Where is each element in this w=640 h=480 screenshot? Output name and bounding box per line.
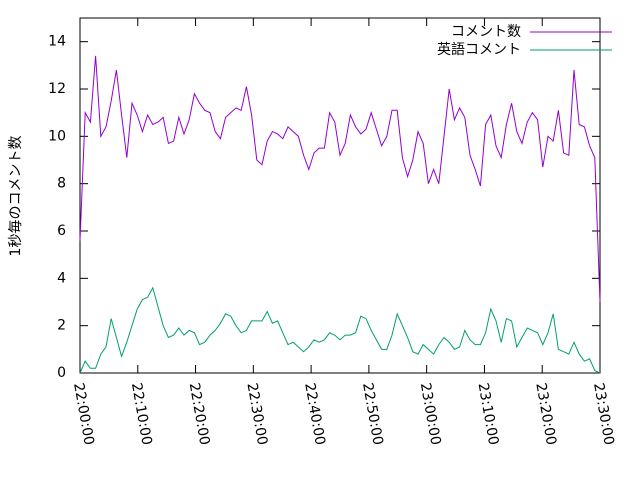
series-line bbox=[79, 286, 601, 374]
x-tick-label: 22:10:00 bbox=[128, 382, 155, 447]
y-tick-label: 2 bbox=[57, 318, 66, 334]
x-tick-label: 22:30:00 bbox=[243, 382, 270, 447]
y-tick-label: 8 bbox=[57, 176, 66, 192]
legend-label: 英語コメント bbox=[437, 41, 521, 58]
x-tick-label: 23:00:00 bbox=[417, 382, 444, 447]
legend-label: コメント数 bbox=[451, 24, 521, 40]
plot-border bbox=[79, 17, 601, 374]
x-tick-label: 22:50:00 bbox=[359, 382, 386, 447]
y-tick-label: 12 bbox=[48, 81, 66, 97]
y-tick-label: 14 bbox=[48, 34, 66, 50]
x-tick-label: 23:30:00 bbox=[590, 382, 617, 447]
x-tick-label: 22:00:00 bbox=[70, 382, 97, 447]
x-tick-label: 22:20:00 bbox=[186, 382, 213, 447]
x-tick-label: 22:40:00 bbox=[301, 382, 328, 447]
y-tick-label: 6 bbox=[57, 223, 66, 239]
x-tick-label: 23:20:00 bbox=[532, 382, 559, 447]
y-tick-label: 0 bbox=[57, 365, 66, 381]
y-axis-label: 1秒毎のコメント数 bbox=[8, 136, 24, 257]
y-tick-label: 10 bbox=[48, 128, 66, 144]
x-tick-label: 23:10:00 bbox=[475, 382, 502, 447]
y-tick-label: 4 bbox=[57, 270, 66, 286]
series-line bbox=[79, 55, 601, 303]
